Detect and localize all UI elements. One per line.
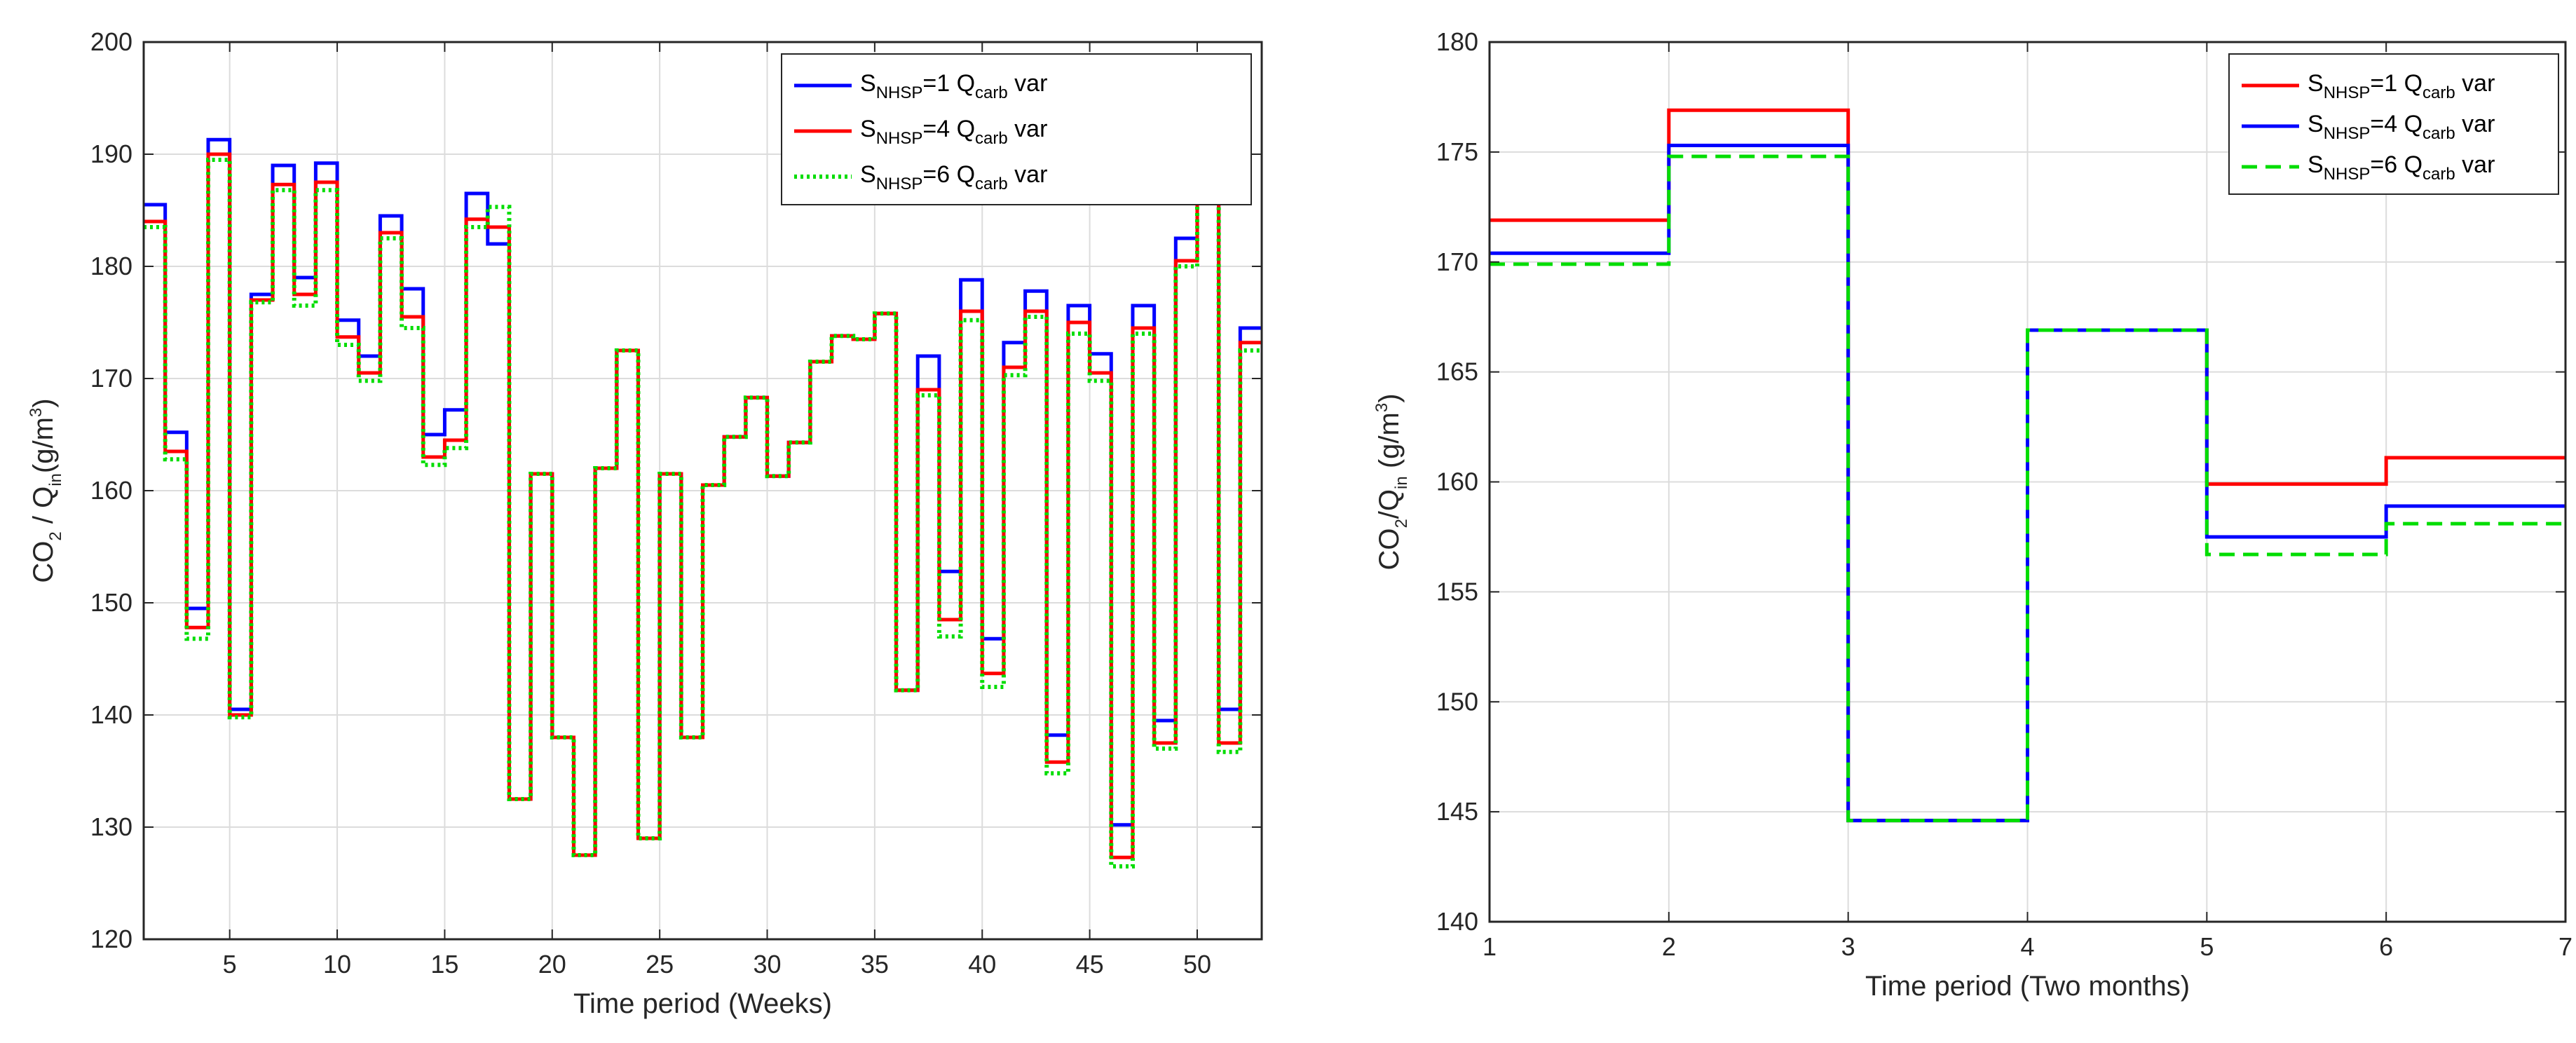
y-axis-label: CO2/Qin (g/m3) bbox=[1372, 393, 1411, 570]
x-tick-label: 20 bbox=[538, 950, 566, 979]
series-line-3 bbox=[1490, 154, 2565, 823]
legend: SNHSP=1 Qcarb var SNHSP=4 Qcarb var SNHSP=… bbox=[2228, 53, 2559, 195]
legend-label: SNHSP=1 Qcarb var bbox=[860, 70, 1047, 102]
x-tick-label: 30 bbox=[753, 950, 781, 979]
x-axis-label: Time period (Two months) bbox=[1865, 971, 2190, 1002]
y-tick-label: 165 bbox=[1436, 357, 1478, 386]
y-tick-label: 140 bbox=[90, 700, 132, 729]
y-tick-label: 140 bbox=[1436, 907, 1478, 936]
y-tick-label: 170 bbox=[90, 364, 132, 393]
x-tick-label: 50 bbox=[1183, 950, 1211, 979]
y-tick-label: 130 bbox=[90, 812, 132, 841]
y-tick-label: 120 bbox=[90, 925, 132, 953]
x-tick-label: 10 bbox=[323, 950, 351, 979]
y-tick-label: 190 bbox=[90, 139, 132, 168]
x-axis-label: Time period (Weeks) bbox=[573, 988, 832, 1019]
y-tick-label: 200 bbox=[90, 27, 132, 56]
legend-label: SNHSP=4 Qcarb var bbox=[860, 116, 1047, 148]
x-tick-label: 6 bbox=[2379, 932, 2393, 961]
legend-label: SNHSP=1 Qcarb var bbox=[2308, 70, 2495, 102]
y-tick-label: 180 bbox=[90, 252, 132, 280]
x-tick-label: 2 bbox=[1662, 932, 1676, 961]
x-tick-label: 40 bbox=[968, 950, 996, 979]
x-tick-label: 4 bbox=[2020, 932, 2034, 961]
x-tick-label: 15 bbox=[430, 950, 458, 979]
y-tick-label: 160 bbox=[1436, 468, 1478, 496]
y-tick-label: 145 bbox=[1436, 797, 1478, 826]
x-tick-label: 25 bbox=[646, 950, 674, 979]
legend-box bbox=[781, 53, 1252, 205]
chart-1: 5 10 15 20 25 30 35 40 45 50 120 130 140 150 160 170 180… bbox=[27, 27, 1263, 1019]
legend: SNHSP=1 Qcarb var SNHSP=4 Qcarb var SNHSP=… bbox=[781, 53, 1252, 205]
y-tick-label: 150 bbox=[1436, 687, 1478, 716]
y-tick-label: 180 bbox=[1436, 27, 1478, 56]
x-tick-label: 45 bbox=[1076, 950, 1104, 979]
x-tick-label: 3 bbox=[1841, 932, 1855, 961]
chart-2: 1 2 3 4 5 6 7 140 145 150 155 160 165 170 175 180 Time p… bbox=[1372, 27, 2572, 1002]
x-tick-label: 5 bbox=[223, 950, 237, 979]
legend-box bbox=[2228, 53, 2559, 195]
x-tick-label: 7 bbox=[2558, 932, 2572, 961]
y-tick-label: 175 bbox=[1436, 137, 1478, 166]
x-tick-label: 1 bbox=[1483, 932, 1497, 961]
y-axis-label: CO2 / Qin(g/m3) bbox=[27, 398, 65, 582]
x-tick-label: 5 bbox=[2200, 932, 2214, 961]
legend-label: SNHSP=4 Qcarb var bbox=[2308, 111, 2495, 143]
legend-label: SNHSP=6 Qcarb var bbox=[860, 161, 1047, 193]
y-tick-label: 170 bbox=[1436, 247, 1478, 276]
y-tick-label: 150 bbox=[90, 588, 132, 617]
x-tick-label: 35 bbox=[861, 950, 889, 979]
y-tick-label: 160 bbox=[90, 476, 132, 505]
y-tick-label: 155 bbox=[1436, 577, 1478, 606]
legend-label: SNHSP=6 Qcarb var bbox=[2308, 151, 2495, 184]
